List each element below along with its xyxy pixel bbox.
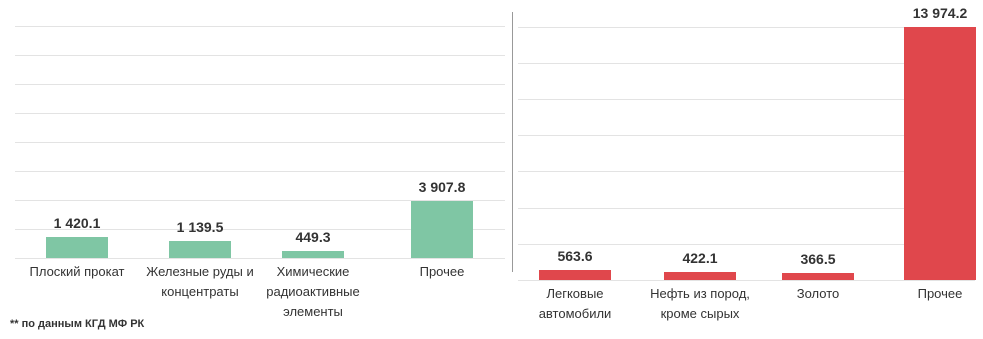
value-label: 366.5 xyxy=(800,251,836,268)
grid-line xyxy=(15,258,505,259)
grid-line xyxy=(518,26,975,28)
value-label: 422.1 xyxy=(682,250,718,267)
bar xyxy=(539,269,611,280)
value-label: 563.6 xyxy=(557,247,593,264)
value-label: 13 974.2 xyxy=(912,5,968,22)
category-label: Плоский прокат xyxy=(29,264,125,279)
bar xyxy=(411,201,473,258)
grid-line xyxy=(518,62,975,64)
category-label: Легковые автомобили xyxy=(538,286,612,321)
category-label: Прочее xyxy=(917,286,963,301)
category-label: Прочее xyxy=(419,264,465,279)
grid-line xyxy=(15,142,505,143)
grid-line xyxy=(518,171,975,173)
category-label: Золото xyxy=(796,286,840,301)
grid-line xyxy=(518,243,975,245)
bar xyxy=(904,27,976,280)
bar xyxy=(46,237,108,258)
grid-line xyxy=(15,26,505,27)
grid-line xyxy=(15,55,505,56)
grid-line xyxy=(15,200,505,201)
category-label: Химические радиоактивные элементы xyxy=(266,264,360,319)
divider xyxy=(512,12,513,272)
bar xyxy=(664,272,736,280)
grid-line xyxy=(518,135,975,137)
value-label: 449.3 xyxy=(295,229,331,246)
grid-line xyxy=(15,229,505,230)
grid-line xyxy=(15,171,505,172)
category-label: Нефть из пород, кроме сырых xyxy=(650,286,750,321)
value-label: 3 907.8 xyxy=(418,179,466,196)
grid-line xyxy=(518,280,975,281)
grid-line xyxy=(15,84,505,85)
value-label: 1 139.5 xyxy=(176,219,224,236)
category-label: Железные руды и концентраты xyxy=(146,264,254,299)
grid-line xyxy=(15,113,505,114)
bar xyxy=(282,251,344,258)
grid-line xyxy=(518,99,975,100)
footnote: ** по данным КГД МФ РК xyxy=(10,318,145,330)
grid-line xyxy=(518,207,975,209)
bar xyxy=(782,273,854,280)
value-label: 1 420.1 xyxy=(53,215,101,232)
bar xyxy=(169,241,231,258)
